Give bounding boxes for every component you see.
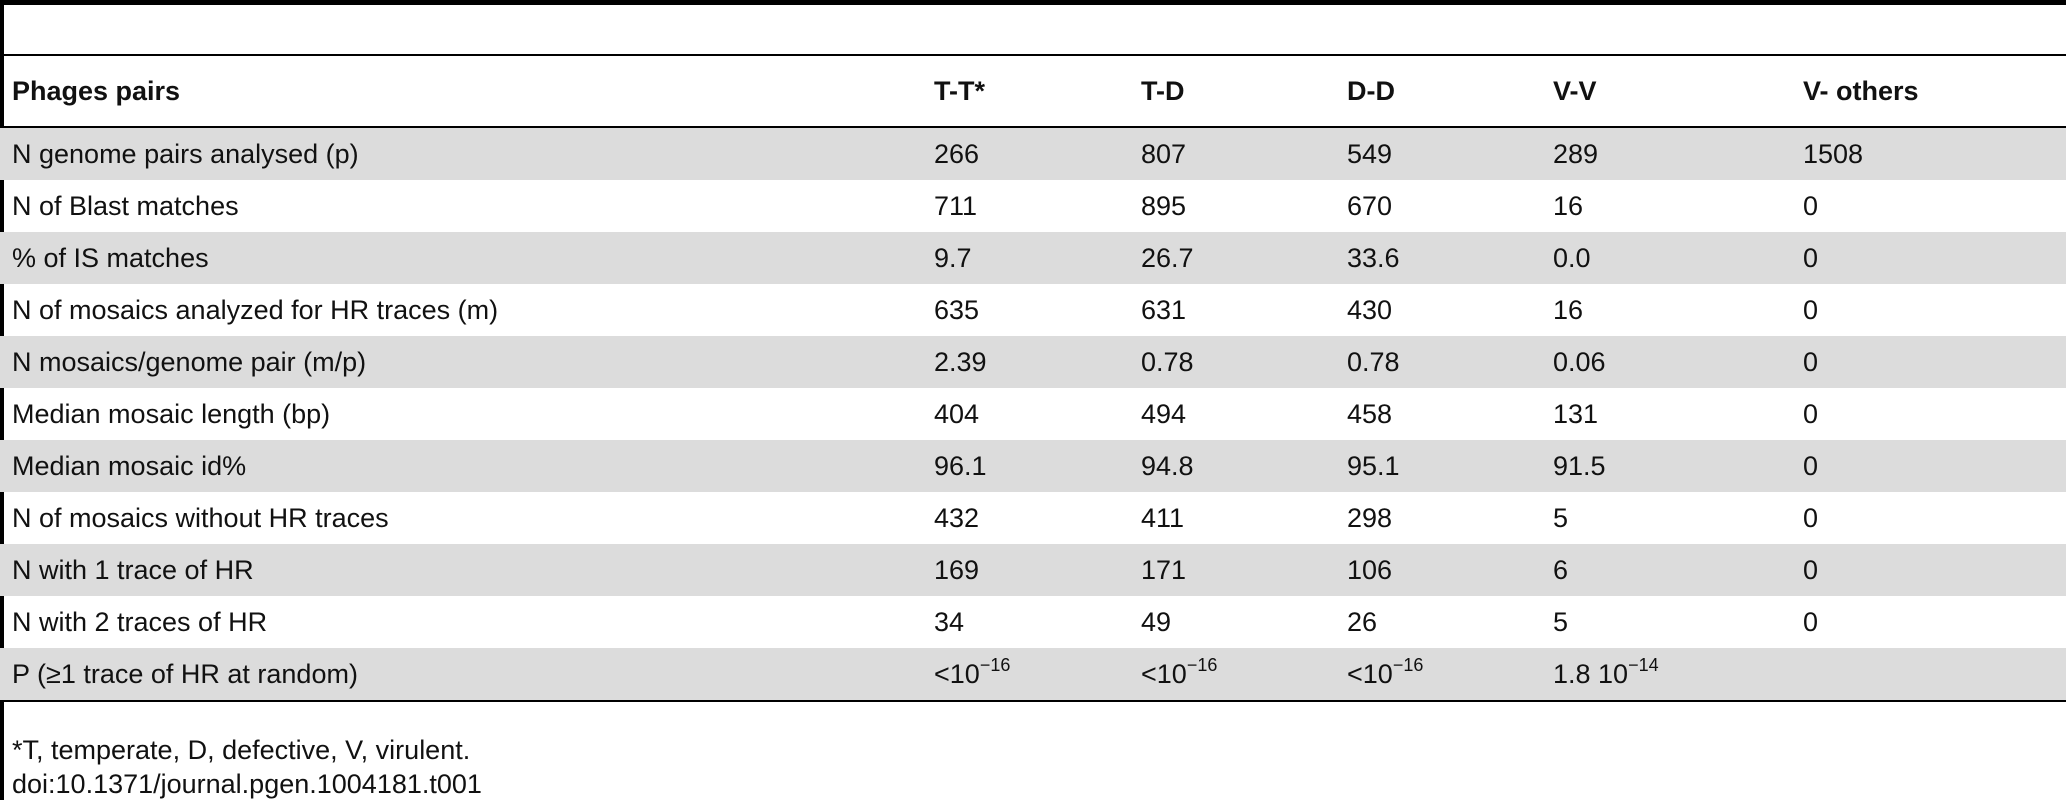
- row-label: N mosaics/genome pair (m/p): [0, 336, 922, 388]
- cell: 169: [922, 544, 1129, 596]
- doi-text: doi:10.1371/journal.pgen.1004181.t001: [12, 769, 482, 799]
- cell: 895: [1141, 190, 1187, 221]
- cell: 95.1: [1335, 440, 1541, 492]
- cell: 26: [1347, 606, 1378, 637]
- row-label: % of IS matches: [0, 232, 922, 284]
- cell: 494: [1141, 398, 1187, 429]
- data-table: Phages pairs T-T* T-D D-D V-V V- others …: [0, 56, 2066, 702]
- table-row: N genome pairs analysed (p) 266 807 549 …: [0, 127, 2066, 180]
- cell: 411: [1141, 502, 1185, 533]
- table-row: N mosaics/genome pair (m/p) 2.39 0.78 0.…: [0, 336, 2066, 388]
- row-label: P (≥1 trace of HR at random): [0, 648, 922, 702]
- row-label: N of mosaics analyzed for HR traces (m): [12, 294, 499, 325]
- cell-p-v-others: [1791, 648, 2066, 702]
- cell: 1508: [1791, 127, 2066, 180]
- cell: 131: [1553, 398, 1599, 429]
- table-row: N with 1 trace of HR 169 171 106 6 0: [0, 544, 2066, 596]
- p-base: <10: [1347, 658, 1393, 689]
- col-header-dd: D-D: [1335, 56, 1541, 128]
- table-row: N of mosaics analyzed for HR traces (m) …: [0, 284, 2066, 336]
- cell: 0.0: [1541, 232, 1791, 284]
- row-label: N with 2 traces of HR: [12, 606, 268, 637]
- cell: 9.7: [922, 232, 1129, 284]
- cell: 171: [1129, 544, 1335, 596]
- cell: 670: [1347, 190, 1393, 221]
- cell: 549: [1335, 127, 1541, 180]
- table-row: % of IS matches 9.7 26.7 33.6 0.0 0: [0, 232, 2066, 284]
- table-row: N of mosaics without HR traces 432 411 2…: [0, 492, 2066, 544]
- cell: 631: [1141, 294, 1187, 325]
- row-label: N of mosaics without HR traces: [12, 502, 389, 533]
- cell: 0.06: [1541, 336, 1791, 388]
- cell: 6: [1541, 544, 1791, 596]
- cell: 0: [1803, 502, 1819, 533]
- cell: 430: [1347, 294, 1393, 325]
- cell: 0: [1803, 294, 1819, 325]
- col-header-td: T-D: [1129, 56, 1335, 128]
- p-exponent: −16: [979, 654, 1011, 675]
- col-header-tt: T-T*: [922, 56, 1129, 128]
- cell: 2.39: [922, 336, 1129, 388]
- cell: 298: [1347, 502, 1393, 533]
- row-label: N genome pairs analysed (p): [0, 127, 922, 180]
- top-rule: [0, 0, 2066, 5]
- cell: 5: [1553, 606, 1569, 637]
- cell: 5: [1553, 502, 1569, 533]
- cell-p-tt: <10−16: [922, 648, 1129, 702]
- p-exponent: −16: [1392, 654, 1424, 675]
- p-exponent: −14: [1628, 654, 1659, 675]
- col-header-v-others: V- others: [1791, 56, 2066, 128]
- left-rule: [0, 0, 4, 800]
- cell: 635: [934, 294, 980, 325]
- footnote: *T, temperate, D, defective, V, virulent…: [12, 735, 471, 765]
- row-label: N of Blast matches: [12, 190, 239, 221]
- col-header-phage-pairs: Phages pairs: [0, 56, 922, 128]
- header-rule: [0, 54, 2066, 56]
- cell: 34: [934, 606, 965, 637]
- row-label: N with 1 trace of HR: [0, 544, 922, 596]
- table-footer: *T, temperate, D, defective, V, virulent…: [12, 733, 482, 801]
- cell: 16: [1553, 294, 1584, 325]
- cell: 106: [1335, 544, 1541, 596]
- col-header-vv: V-V: [1541, 56, 1791, 128]
- cell: 0.78: [1335, 336, 1541, 388]
- cell: 94.8: [1129, 440, 1335, 492]
- cell-p-td: <10−16: [1129, 648, 1335, 702]
- table-row: Median mosaic id% 96.1 94.8 95.1 91.5 0: [0, 440, 2066, 492]
- cell: 266: [922, 127, 1129, 180]
- cell: 0: [1791, 232, 2066, 284]
- cell: 0: [1791, 440, 2066, 492]
- cell: 432: [934, 502, 980, 533]
- cell: 0: [1791, 544, 2066, 596]
- cell: 26.7: [1129, 232, 1335, 284]
- cell: 0.78: [1129, 336, 1335, 388]
- cell: 91.5: [1541, 440, 1791, 492]
- cell: 289: [1541, 127, 1791, 180]
- cell: 711: [934, 190, 978, 221]
- table-row: N of Blast matches 711 895 670 16 0: [0, 180, 2066, 232]
- cell: 0: [1803, 190, 1819, 221]
- header-row: Phages pairs T-T* T-D D-D V-V V- others: [0, 56, 2066, 128]
- table-row-p-value: P (≥1 trace of HR at random) <10−16 <10−…: [0, 648, 2066, 702]
- table-row: Median mosaic length (bp) 404 494 458 13…: [0, 388, 2066, 440]
- row-label: Median mosaic length (bp): [12, 398, 331, 429]
- cell: 33.6: [1335, 232, 1541, 284]
- cell: 0: [1803, 398, 1819, 429]
- cell: 458: [1347, 398, 1393, 429]
- cell-p-dd: <10−16: [1335, 648, 1541, 702]
- p-base: 1.8 10: [1553, 658, 1629, 689]
- row-label: Median mosaic id%: [0, 440, 922, 492]
- cell: 0: [1803, 606, 1819, 637]
- cell: 16: [1553, 190, 1584, 221]
- cell: 49: [1141, 606, 1172, 637]
- cell-p-vv: 1.8 10−14: [1541, 648, 1791, 702]
- cell: 0: [1791, 336, 2066, 388]
- table-row: N with 2 traces of HR 34 49 26 5 0: [0, 596, 2066, 648]
- p-base: <10: [1141, 658, 1187, 689]
- cell: 404: [934, 398, 980, 429]
- p-exponent: −16: [1186, 654, 1218, 675]
- cell: 96.1: [922, 440, 1129, 492]
- cell: 807: [1129, 127, 1335, 180]
- p-base: <10: [934, 658, 980, 689]
